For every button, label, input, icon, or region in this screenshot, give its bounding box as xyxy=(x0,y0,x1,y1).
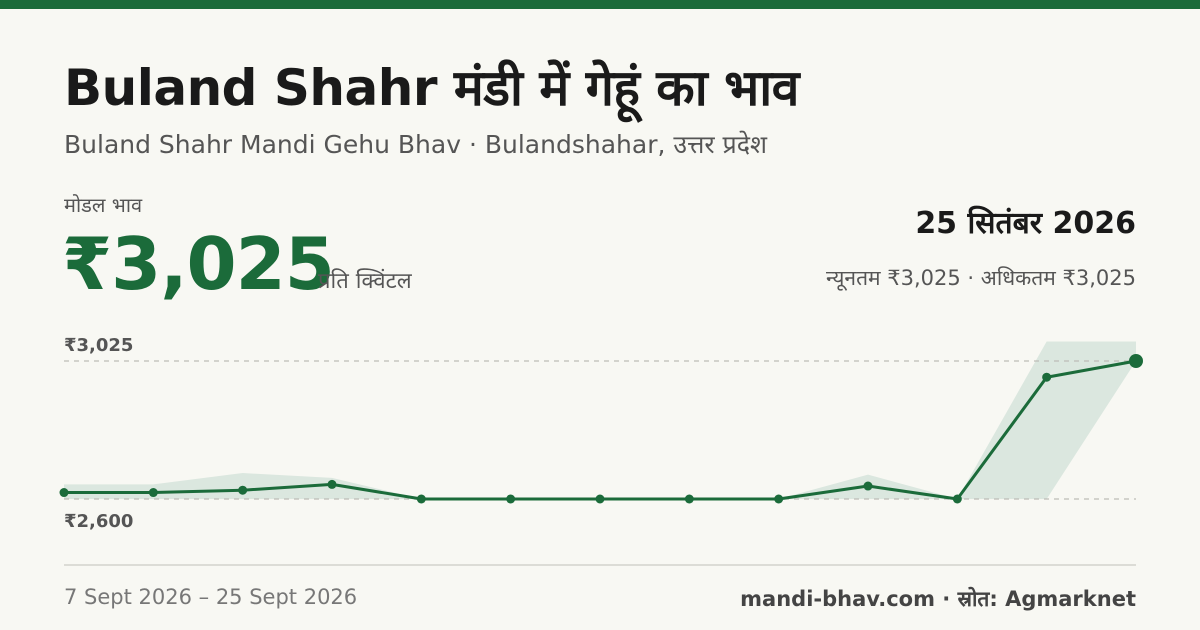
data-point xyxy=(774,494,784,504)
data-point xyxy=(327,479,337,489)
footer-source: mandi-bhav.com · स्रोत: Agmarknet xyxy=(740,587,1136,611)
min-max-range: न्यूनतम ₹3,025 · अधिकतम ₹3,025 xyxy=(826,266,1136,290)
data-point xyxy=(684,494,694,504)
modal-price: ₹3,025 xyxy=(62,222,335,306)
latest-data-point xyxy=(1129,354,1143,368)
data-point xyxy=(952,494,962,504)
price-date: 25 सितंबर 2026 xyxy=(915,206,1136,241)
data-point xyxy=(238,485,248,495)
modal-price-label: मोडल भाव xyxy=(64,193,143,217)
data-point xyxy=(416,494,426,504)
page-subtitle: Buland Shahr Mandi Gehu Bhav · Bulandsha… xyxy=(64,130,768,159)
y-tick-label-min: ₹2,600 xyxy=(64,511,133,532)
data-point xyxy=(148,488,158,498)
y-tick-label-max: ₹3,025 xyxy=(64,335,133,356)
price-trend-chart: ₹3,025 ₹2,600 xyxy=(59,335,1143,532)
data-point xyxy=(595,494,605,504)
data-point xyxy=(506,494,516,504)
page-title: Buland Shahr मंडी में गेहूं का भाव xyxy=(64,59,799,117)
data-point xyxy=(1042,372,1052,382)
min-max-band xyxy=(64,341,1136,499)
top-accent-bar xyxy=(0,0,1200,9)
footer-divider xyxy=(64,564,1136,566)
data-point xyxy=(863,481,873,491)
footer-date-range: 7 Sept 2026 – 25 Sept 2026 xyxy=(64,585,358,609)
price-unit: प्रति क्विंटल xyxy=(318,269,412,294)
data-point xyxy=(59,488,69,498)
